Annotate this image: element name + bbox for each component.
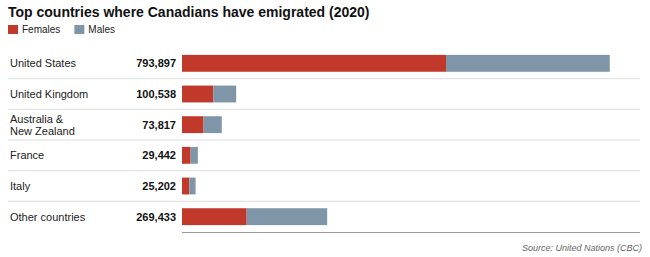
row-separator xyxy=(8,78,640,79)
category-label-line: Other countries xyxy=(10,211,86,223)
bar xyxy=(247,208,328,225)
bar xyxy=(182,178,189,195)
category-label-line: Australia & xyxy=(10,113,64,125)
legend-swatch xyxy=(74,25,84,34)
total-label: 29,442 xyxy=(142,149,176,161)
bar xyxy=(191,147,198,164)
bar xyxy=(189,178,195,195)
category-label: Australia &New Zealand xyxy=(10,113,75,137)
category-label-line: Italy xyxy=(10,180,31,192)
bar xyxy=(204,116,222,133)
total-label: 25,202 xyxy=(142,180,176,192)
category-label-line: France xyxy=(10,149,44,161)
category-label: United States xyxy=(10,57,77,69)
title: Top countries where Canadians have emigr… xyxy=(8,4,370,20)
category-label: Italy xyxy=(10,180,31,192)
row-separator xyxy=(8,201,640,202)
row-separator xyxy=(8,170,640,171)
legend-swatch xyxy=(8,25,18,34)
bar xyxy=(213,86,236,103)
legend-label: Females xyxy=(22,24,60,35)
bar xyxy=(182,55,446,72)
bar xyxy=(182,208,247,225)
category-label-line: United States xyxy=(10,57,77,69)
category-label: United Kingdom xyxy=(10,88,88,100)
total-label: 793,897 xyxy=(136,57,176,69)
legend-label: Males xyxy=(88,24,115,35)
chart-svg: Top countries where Canadians have emigr… xyxy=(0,0,650,257)
bar xyxy=(182,116,204,133)
category-label: France xyxy=(10,149,44,161)
category-label-line: United Kingdom xyxy=(10,88,88,100)
bar xyxy=(446,55,610,72)
chart-container: Top countries where Canadians have emigr… xyxy=(0,0,650,257)
row-separator xyxy=(8,140,640,141)
bar xyxy=(182,147,191,164)
bars xyxy=(182,55,610,225)
total-label: 73,817 xyxy=(142,119,176,131)
category-label: Other countries xyxy=(10,211,86,223)
row-separator xyxy=(8,109,640,110)
category-label-line: New Zealand xyxy=(10,125,75,137)
x-axis-line xyxy=(182,232,640,233)
total-label: 269,433 xyxy=(136,211,176,223)
bar xyxy=(182,86,213,103)
total-label: 100,538 xyxy=(136,88,176,100)
legend: Females Males xyxy=(8,24,115,35)
source-note: Source: United Nations (CBC) xyxy=(522,243,642,253)
